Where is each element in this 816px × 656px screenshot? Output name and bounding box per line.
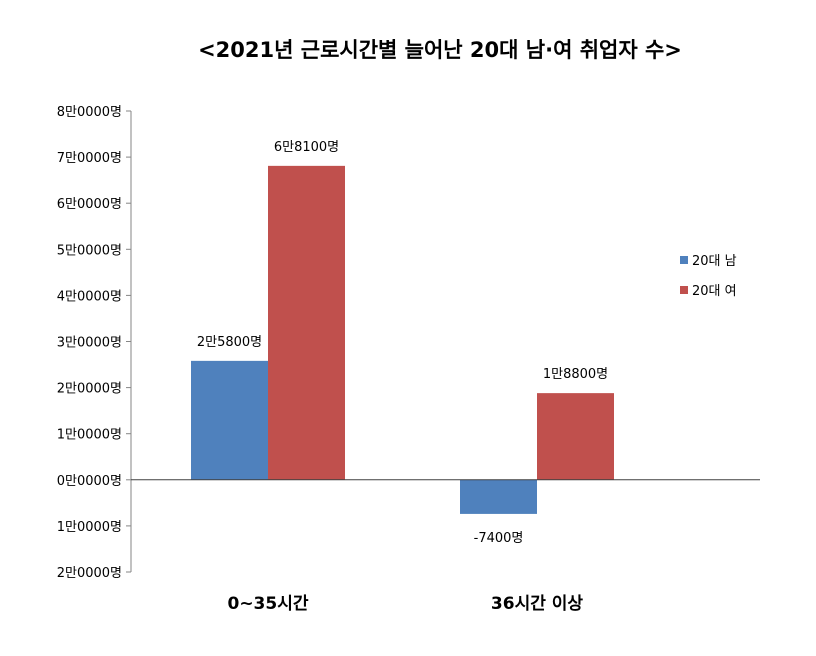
y-tick-label: 8만0000명 — [57, 105, 122, 120]
y-tick-label: 4만0000명 — [57, 289, 122, 304]
bars — [191, 165, 614, 514]
legend-label-female: 20대 여 — [692, 284, 737, 299]
data-labels: 2만5800명 -7400명 6만8100명 1만8800명 — [197, 140, 608, 546]
data-label: 6만8100명 — [274, 140, 339, 155]
category-labels: 0~35시간 36시간 이상 — [227, 594, 583, 614]
category-label: 0~35시간 — [227, 594, 308, 614]
y-tick-label: 2만0000명 — [57, 566, 122, 581]
bar-female-0 — [268, 165, 345, 480]
y-tick-label: 3만0000명 — [57, 336, 122, 351]
y-tick-label: 2만0000명 — [57, 382, 122, 397]
data-label: 1만8800명 — [543, 367, 608, 382]
legend-swatch-male — [680, 256, 688, 264]
bar-female-1 — [537, 393, 614, 480]
data-label: -7400명 — [474, 531, 524, 546]
y-tick-label: 7만0000명 — [57, 151, 122, 166]
y-tick-label: 6만0000명 — [57, 197, 122, 212]
y-tick-label: 1만0000명 — [57, 520, 122, 535]
y-axis: 8만0000명 7만0000명 6만0000명 5만0000명 4만0000명 3만000… — [57, 105, 132, 581]
y-tick-label: 5만0000명 — [57, 243, 122, 258]
y-tick-label: 1만0000명 — [57, 428, 122, 443]
legend-swatch-female — [680, 286, 688, 294]
bar-male-0 — [191, 360, 268, 480]
legend-label-male: 20대 남 — [692, 254, 737, 269]
y-tick-label: 0만0000명 — [57, 474, 122, 489]
category-label: 36시간 이상 — [491, 594, 583, 614]
chart-title: <2021년 근로시간별 늘어난 20대 남·여 취업자 수> — [198, 38, 682, 62]
legend: 20대 남 20대 여 — [680, 254, 737, 299]
bar-male-1 — [460, 479, 537, 514]
data-label: 2만5800명 — [197, 335, 262, 350]
